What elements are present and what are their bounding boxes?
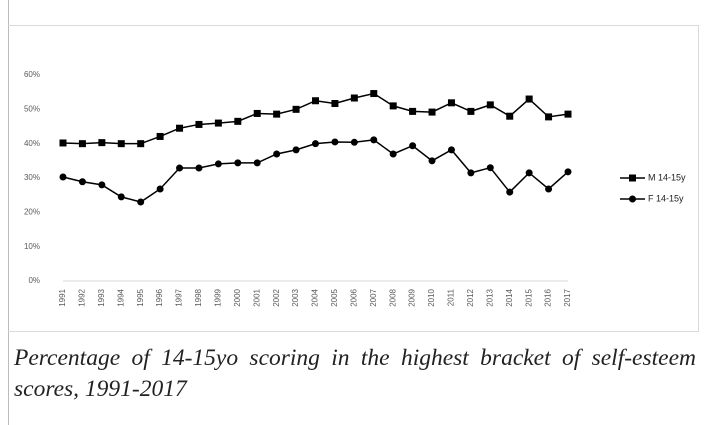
x-tick-label: 2010	[427, 288, 436, 306]
x-tick-label: 2004	[311, 288, 320, 306]
x-tick-label: 2009	[408, 288, 417, 306]
x-tick-label: 2003	[291, 288, 300, 306]
legend-label: M 14-15y	[648, 172, 686, 182]
y-tick-label: 30%	[24, 173, 40, 182]
legend-label: F 14-15y	[648, 193, 684, 203]
data-point	[564, 110, 572, 118]
data-point	[59, 139, 67, 147]
x-tick-label: 1999	[213, 288, 222, 306]
data-point	[331, 138, 339, 146]
x-tick-label: 2002	[272, 288, 281, 306]
data-point	[409, 107, 417, 115]
data-point	[428, 108, 436, 116]
y-tick-label: 40%	[24, 139, 40, 148]
y-tick-label: 20%	[24, 207, 40, 216]
x-tick-label: 2008	[388, 288, 397, 306]
data-point	[195, 164, 203, 172]
data-point	[156, 185, 164, 193]
data-point	[273, 110, 281, 118]
data-point	[214, 119, 222, 127]
data-point	[137, 198, 145, 206]
x-tick-label: 2017	[563, 288, 572, 306]
data-point	[545, 185, 553, 193]
x-tick-label: 2001	[252, 288, 261, 306]
data-point	[98, 181, 106, 189]
data-point	[350, 138, 358, 146]
x-tick-label: 2014	[505, 288, 514, 306]
data-point	[176, 164, 184, 172]
legend-marker	[629, 195, 636, 203]
data-point	[486, 101, 494, 109]
x-tick-label: 2006	[349, 288, 358, 306]
data-point	[78, 178, 86, 186]
x-tick-label: 1996	[155, 288, 164, 306]
x-tick-label: 1993	[97, 288, 106, 306]
series-line	[62, 139, 569, 203]
x-tick-label: 1998	[194, 288, 203, 306]
data-point	[467, 169, 475, 177]
x-tick-label: 2015	[524, 288, 533, 306]
data-point	[137, 140, 145, 148]
x-tick-label: 1995	[136, 288, 145, 306]
data-point	[447, 146, 455, 154]
data-point	[525, 95, 533, 103]
data-point	[506, 188, 514, 196]
data-point	[292, 146, 300, 154]
x-tick-label: 2000	[233, 288, 242, 306]
data-point	[292, 105, 300, 113]
x-tick-label: 1992	[78, 288, 87, 306]
x-tick-label: 2013	[485, 288, 494, 306]
data-point	[409, 142, 417, 150]
data-point	[312, 140, 319, 148]
data-point	[234, 159, 242, 167]
x-tick-label: 1991	[58, 288, 67, 306]
data-point	[447, 99, 455, 107]
data-point	[117, 193, 125, 201]
x-tick-label: 2011	[447, 288, 456, 306]
data-point	[389, 150, 397, 158]
data-point	[253, 109, 261, 117]
x-tick-label: 2007	[369, 288, 378, 306]
data-point	[525, 169, 533, 177]
chart: 0% 10% 20% 30% 40% 50% 60% 1991 1992 1993 1994 1995…	[24, 70, 686, 307]
data-point	[370, 90, 378, 98]
data-point	[117, 140, 125, 148]
data-point	[486, 164, 494, 172]
data-point	[389, 102, 397, 110]
x-tick-label: 1997	[175, 288, 184, 306]
data-point	[78, 140, 86, 148]
y-tick-label: 60%	[24, 70, 40, 79]
x-tick-label: 2005	[330, 288, 339, 306]
data-point	[331, 99, 339, 107]
data-point	[195, 120, 203, 128]
data-point	[214, 160, 222, 168]
y-tick-label: 50%	[24, 104, 40, 113]
data-point	[312, 97, 319, 105]
x-tick-label: 2012	[466, 288, 475, 306]
data-point	[176, 124, 184, 132]
data-point	[59, 173, 67, 181]
data-point	[273, 150, 281, 158]
document-frame	[8, 0, 706, 425]
caption: Percentage of 14-15yo scoring in the hig…	[14, 345, 696, 402]
legend-marker	[629, 174, 636, 182]
data-point	[467, 107, 475, 115]
data-point	[234, 117, 242, 125]
data-point	[350, 94, 358, 102]
y-tick-label: 10%	[24, 242, 40, 251]
data-point	[428, 157, 436, 165]
data-point	[370, 136, 378, 144]
x-tick-label: 1994	[116, 288, 125, 306]
data-point	[156, 132, 164, 140]
x-tick-label: 2016	[544, 288, 553, 306]
data-point	[545, 113, 553, 121]
data-point	[98, 139, 106, 147]
y-tick-label: 0%	[28, 276, 40, 285]
data-point	[506, 112, 514, 120]
data-point	[253, 159, 261, 167]
data-point	[564, 168, 572, 176]
chart-box	[8, 25, 699, 332]
